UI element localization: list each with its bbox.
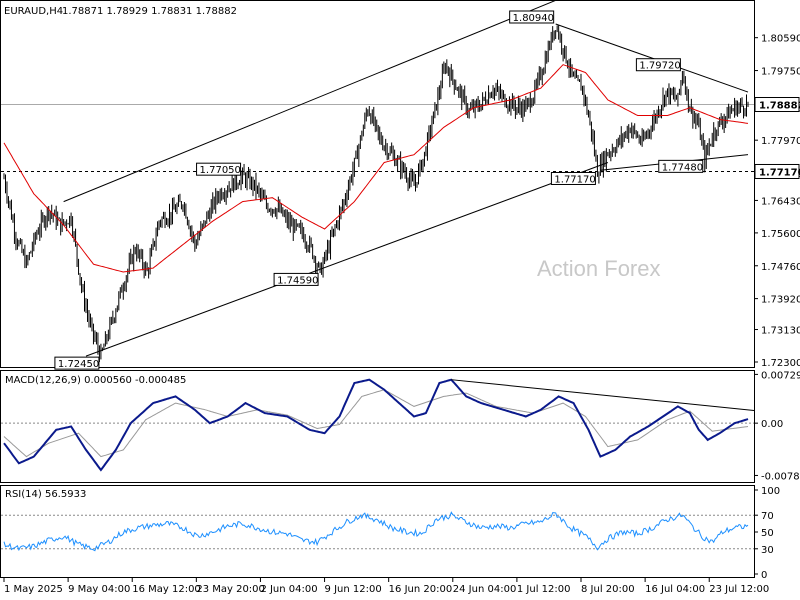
pivot-label-box [54,356,100,370]
ohlc-values: 1.78871 1.78929 1.78831 1.78882 [62,6,237,17]
rsi-tick-label: 70 [761,511,774,522]
rsi-tick-label: 30 [761,545,774,556]
y-tick-label: 1.79750 [761,67,800,78]
macd-tick-label: 0.00 [761,419,783,430]
pivot-label: 1.77050 [200,165,241,176]
trendline [85,162,609,357]
y-tick-label: 1.74760 [761,262,800,273]
symbol-label: EURAUD,H4 [4,6,63,17]
y-tick-label: 1.73130 [761,326,800,337]
pivot-label: 1.72450 [58,359,99,370]
rsi-tick-label: 0 [761,570,767,581]
macd-title: MACD(12,26,9) 0.000560 -0.000485 [5,375,186,386]
macd-tick-label: -0.00782 [761,471,800,482]
current-price-label-box [754,97,800,113]
x-tick-label: 1 May 2025 [4,584,63,595]
axis-layer: 1.805901.797501.788101.779701.771301.764… [3,34,800,595]
pivot-label: 1.77170 [554,174,595,185]
price-layer: 1.72450 1.77050 1.74590 1.80940 1.77170 1.797… [1,0,754,370]
x-tick-label: 1 Jul 12:00 [517,584,571,595]
candles [3,24,749,363]
pivot-label-box [635,58,681,72]
y-tick-label: 1.77970 [761,136,800,147]
rsi-line [3,511,749,552]
macd-trendline [451,379,755,411]
x-tick-label: 8 Jul 20:00 [581,584,635,595]
x-tick-label: 24 Jun 04:00 [453,584,517,595]
support-price-label-box [754,163,800,179]
x-tick-label: 2 Jun 04:00 [260,584,317,595]
trendline [555,23,749,93]
x-tick-label: 23 May 20:00 [196,584,265,595]
pivot-label: 1.77480 [662,162,703,173]
rsi-tick-label: 50 [761,528,774,539]
current-price-label: 1.78882 [759,101,800,112]
x-tick-label: 16 Jul 04:00 [645,584,705,595]
y-tick-label: 1.73920 [761,295,800,306]
rsi-panel [0,485,755,578]
support-price-label: 1.77170 [759,167,800,178]
x-tick-label: 16 May 12:00 [132,584,201,595]
watermark: Action Forex [537,256,661,281]
y-tick-label: 1.75600 [761,229,800,240]
y-tick-label: 1.80590 [761,34,800,45]
pivot-label-box [658,159,704,173]
moving-average-line [3,64,749,273]
rsi-layer [1,511,754,552]
pivot-label-box [196,162,242,176]
pivot-label: 1.79720 [639,61,680,72]
y-tick-label: 1.76430 [761,196,800,207]
price-panel [0,0,755,368]
pivot-label-box [509,10,555,24]
x-tick-label: 9 Jun 12:00 [325,584,382,595]
macd-tick-label: 0.007291 [761,370,800,381]
x-tick-label: 23 Jul 12:00 [709,584,769,595]
x-tick-label: 16 Jun 20:00 [389,584,453,595]
rsi-title: RSI(14) 56.5933 [5,489,86,500]
macd-panel [0,370,755,483]
y-tick-label: 1.72300 [761,358,800,369]
macd-layer [1,378,755,472]
trendline [63,0,558,203]
rsi-tick-label: 100 [761,486,780,497]
pivot-label: 1.74590 [277,275,318,286]
pivot-label: 1.80940 [513,13,554,24]
pivot-label-box [273,272,319,286]
macd-line [3,378,749,472]
x-tick-label: 9 May 04:00 [68,584,130,595]
pivot-label-box [550,171,596,185]
